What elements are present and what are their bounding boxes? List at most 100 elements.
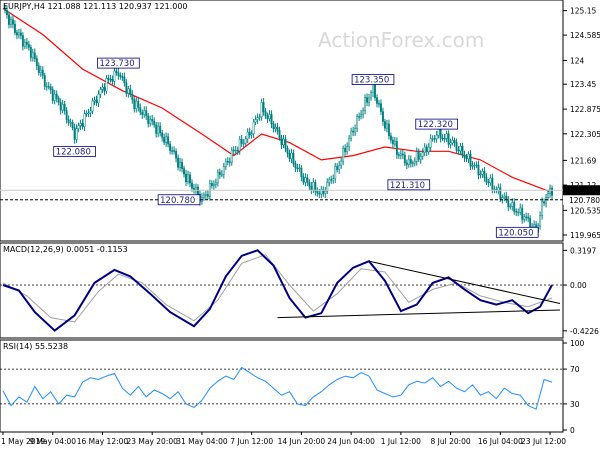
candle-body (385, 123, 388, 129)
candle-body (15, 32, 18, 36)
ma-line (2, 7, 553, 193)
candle-body (461, 145, 464, 156)
moving-average (2, 7, 553, 193)
candle-body (230, 149, 233, 163)
time-tick-label: 9 May 04:00 (29, 437, 76, 446)
candle-body (517, 211, 520, 214)
price-tick-label: 122.875 (570, 105, 600, 114)
candle-body (85, 112, 88, 115)
candle-body (459, 145, 462, 152)
time-tick-label: 23 May 20:00 (126, 437, 178, 446)
candle-body (141, 112, 144, 115)
candle-body (10, 19, 12, 25)
candle-body (214, 182, 217, 185)
annotation-label: 123.350 (354, 76, 389, 86)
candle-body (409, 159, 412, 164)
candle-body (248, 131, 251, 136)
candle-body (342, 147, 345, 162)
candle-body (216, 171, 219, 184)
candle-body (547, 193, 550, 198)
candle-body (431, 138, 434, 140)
candle-body (511, 202, 514, 207)
candle-body (41, 69, 44, 76)
candle-body (405, 162, 408, 165)
candle-body (73, 127, 76, 140)
candle-body (119, 75, 122, 77)
candle-body (326, 182, 329, 192)
candle-body (334, 166, 337, 179)
candle-body (521, 207, 524, 220)
candle-body (220, 174, 223, 176)
candle-body (274, 127, 277, 130)
candle-body (11, 19, 14, 25)
candle-body (314, 181, 317, 192)
rsi-tick-label: 30 (570, 400, 580, 409)
candle-body (268, 114, 271, 119)
price-tick-label: 125.15 (570, 7, 596, 16)
candle-body (389, 135, 392, 141)
candle-body (45, 86, 48, 88)
candle-body (340, 160, 343, 166)
candle-body (336, 166, 339, 170)
candle-body (57, 98, 60, 103)
candle-body (469, 153, 472, 167)
candle-body (449, 142, 452, 145)
candle-body (13, 23, 16, 33)
candle-body (497, 187, 500, 191)
candle-body (71, 122, 74, 128)
rsi-tick-label: 70 (570, 365, 580, 374)
candle-body (242, 142, 245, 145)
candle-body (51, 89, 54, 101)
candle-body (246, 131, 249, 140)
candle-body (33, 52, 36, 59)
candle-body (77, 125, 80, 129)
candle-body (491, 177, 494, 190)
candle-body (109, 78, 112, 81)
candle-body (21, 35, 24, 47)
candle-body (175, 151, 178, 159)
candle-body (318, 193, 321, 195)
candle-body (93, 99, 96, 102)
time-tick-label: 14 Jun 20:00 (278, 437, 326, 446)
candle-body (541, 201, 544, 216)
candle-body (374, 83, 376, 98)
candle-body (399, 153, 402, 156)
time-tick-label: 31 May 04:00 (176, 437, 228, 446)
candle-body (308, 182, 311, 187)
macd-panel-frame (0, 242, 564, 339)
candle-body (39, 69, 42, 73)
annotation-box (157, 194, 201, 206)
candle-body (232, 149, 235, 152)
candle-body (507, 199, 510, 208)
candle-body (344, 147, 347, 152)
annotation-box (351, 74, 395, 85)
annotation-box (387, 179, 431, 191)
candle-body (485, 177, 488, 183)
candle-body (286, 148, 289, 154)
candle-body (95, 99, 98, 104)
candle-body (131, 94, 134, 100)
candle-body (378, 103, 380, 105)
candle-body (417, 151, 420, 160)
candle-body (61, 103, 64, 111)
candle-body (421, 152, 424, 157)
candle-body (471, 165, 474, 167)
candle-body (153, 120, 156, 126)
candle-body (262, 102, 265, 112)
macd-trendline (368, 260, 561, 304)
candle-body (49, 86, 52, 90)
candle-body (312, 181, 315, 191)
time-tick-label: 16 May 12:00 (77, 437, 129, 446)
rsi-tick-label: 0 (570, 426, 575, 435)
time-tick-label: 16 Jul 04:00 (478, 437, 523, 446)
candle-body (356, 116, 359, 129)
candle-body (240, 138, 243, 144)
candle-body (19, 32, 22, 36)
candle-body (59, 102, 62, 111)
candle-body (189, 174, 191, 184)
candle-body (360, 113, 363, 117)
candle-body (89, 110, 92, 114)
candle-body (258, 116, 261, 118)
macd-main-line (2, 249, 553, 332)
